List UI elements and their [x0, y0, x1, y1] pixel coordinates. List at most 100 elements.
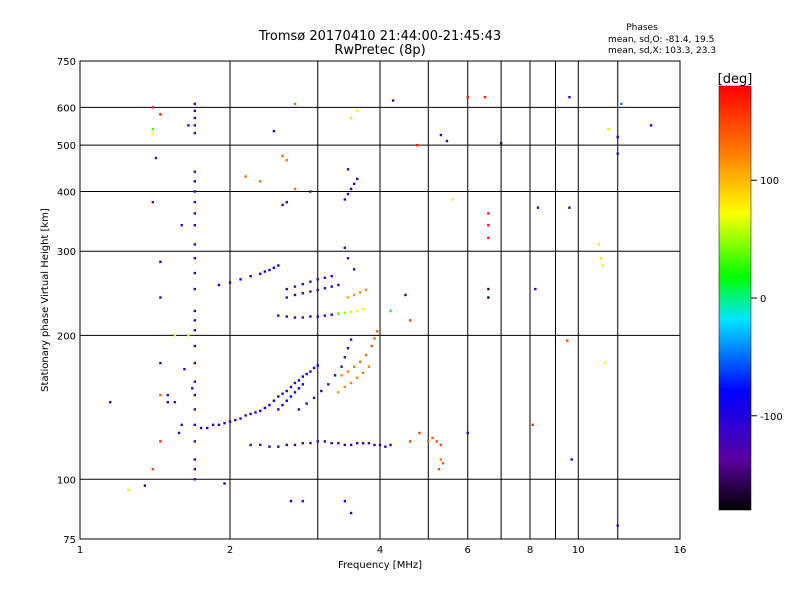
data-point [293, 381, 297, 385]
x-tick-label: 8 [527, 545, 533, 556]
data-point [487, 236, 490, 240]
data-point [268, 268, 271, 272]
data-point [431, 436, 434, 440]
data-point [293, 102, 297, 106]
data-point [346, 257, 350, 260]
data-point [289, 395, 293, 398]
data-point [272, 266, 276, 269]
data-point [343, 198, 347, 201]
data-point [305, 372, 308, 376]
data-point [323, 287, 327, 290]
data-point [352, 293, 356, 297]
data-point [309, 190, 312, 193]
data-point [259, 180, 262, 183]
data-point [305, 402, 308, 405]
y-tick-label: 600 [57, 103, 76, 114]
data-point [316, 440, 319, 443]
data-point [435, 440, 438, 443]
x-tick-label: 4 [377, 545, 383, 556]
data-point [531, 423, 534, 427]
data-point [445, 139, 449, 143]
data-point [607, 127, 610, 131]
data-point [330, 313, 333, 316]
colorbar [718, 85, 752, 511]
data-point [355, 309, 359, 313]
data-point [437, 467, 441, 471]
data-point [272, 399, 276, 402]
data-point [349, 187, 353, 191]
data-point [330, 285, 333, 288]
data-point [193, 287, 197, 291]
data-point [193, 116, 197, 120]
data-point [373, 443, 376, 447]
data-point [599, 257, 603, 260]
data-point [364, 353, 368, 357]
data-point [316, 288, 319, 292]
data-point [499, 141, 503, 145]
data-point [361, 441, 365, 445]
data-point [223, 482, 226, 485]
data-point [330, 274, 333, 278]
data-point [193, 393, 197, 397]
data-point [568, 95, 571, 99]
data-point [358, 360, 362, 364]
data-point [159, 393, 162, 397]
data-point [343, 499, 347, 503]
data-point [166, 393, 169, 397]
data-point [340, 365, 343, 368]
data-point [297, 408, 301, 411]
data-point [601, 264, 605, 267]
data-point [293, 316, 297, 319]
data-point [193, 180, 197, 183]
data-point [193, 257, 197, 260]
phases-title: Phases [626, 23, 658, 33]
x-tick-label: 2 [227, 545, 233, 556]
data-point [346, 347, 350, 350]
data-point [361, 307, 365, 311]
data-point [536, 206, 540, 209]
data-point [268, 403, 271, 407]
data-point [228, 281, 232, 284]
data-point [193, 380, 197, 383]
data-point [337, 391, 340, 394]
data-point [376, 330, 379, 333]
data-point [249, 412, 252, 416]
phases-x-stats: mean, sd,X: 103.3, 23.3 [608, 46, 716, 56]
data-point [193, 131, 197, 135]
data-point [293, 443, 297, 447]
data-point [349, 310, 353, 314]
data-point [254, 411, 257, 414]
data-point [534, 287, 537, 291]
data-point [211, 423, 215, 427]
data-point [277, 408, 280, 411]
data-point [487, 296, 490, 299]
data-point [193, 329, 197, 332]
data-point [199, 426, 203, 430]
data-point [316, 278, 319, 281]
data-point [327, 383, 330, 386]
data-point [309, 370, 312, 373]
data-point [316, 315, 319, 318]
colorbar-label: [deg] [718, 72, 753, 87]
data-point [346, 168, 350, 171]
data-point [159, 260, 162, 264]
data-point [166, 400, 169, 404]
data-point [346, 370, 350, 373]
data-point [343, 311, 347, 314]
data-point [340, 374, 343, 377]
data-point [355, 441, 359, 445]
data-point [293, 285, 297, 288]
data-point [349, 338, 353, 341]
data-point [439, 443, 443, 447]
data-point [109, 400, 112, 404]
data-point [223, 422, 226, 425]
data-point [193, 319, 197, 322]
data-point [343, 356, 347, 359]
data-point [285, 443, 288, 447]
phases-o-stats: mean, sd,O: -81.4, 19.5 [608, 35, 714, 45]
data-point [355, 177, 359, 181]
data-point [439, 458, 443, 461]
data-point [193, 200, 197, 204]
colorbar-tick-label: 0 [760, 294, 766, 305]
